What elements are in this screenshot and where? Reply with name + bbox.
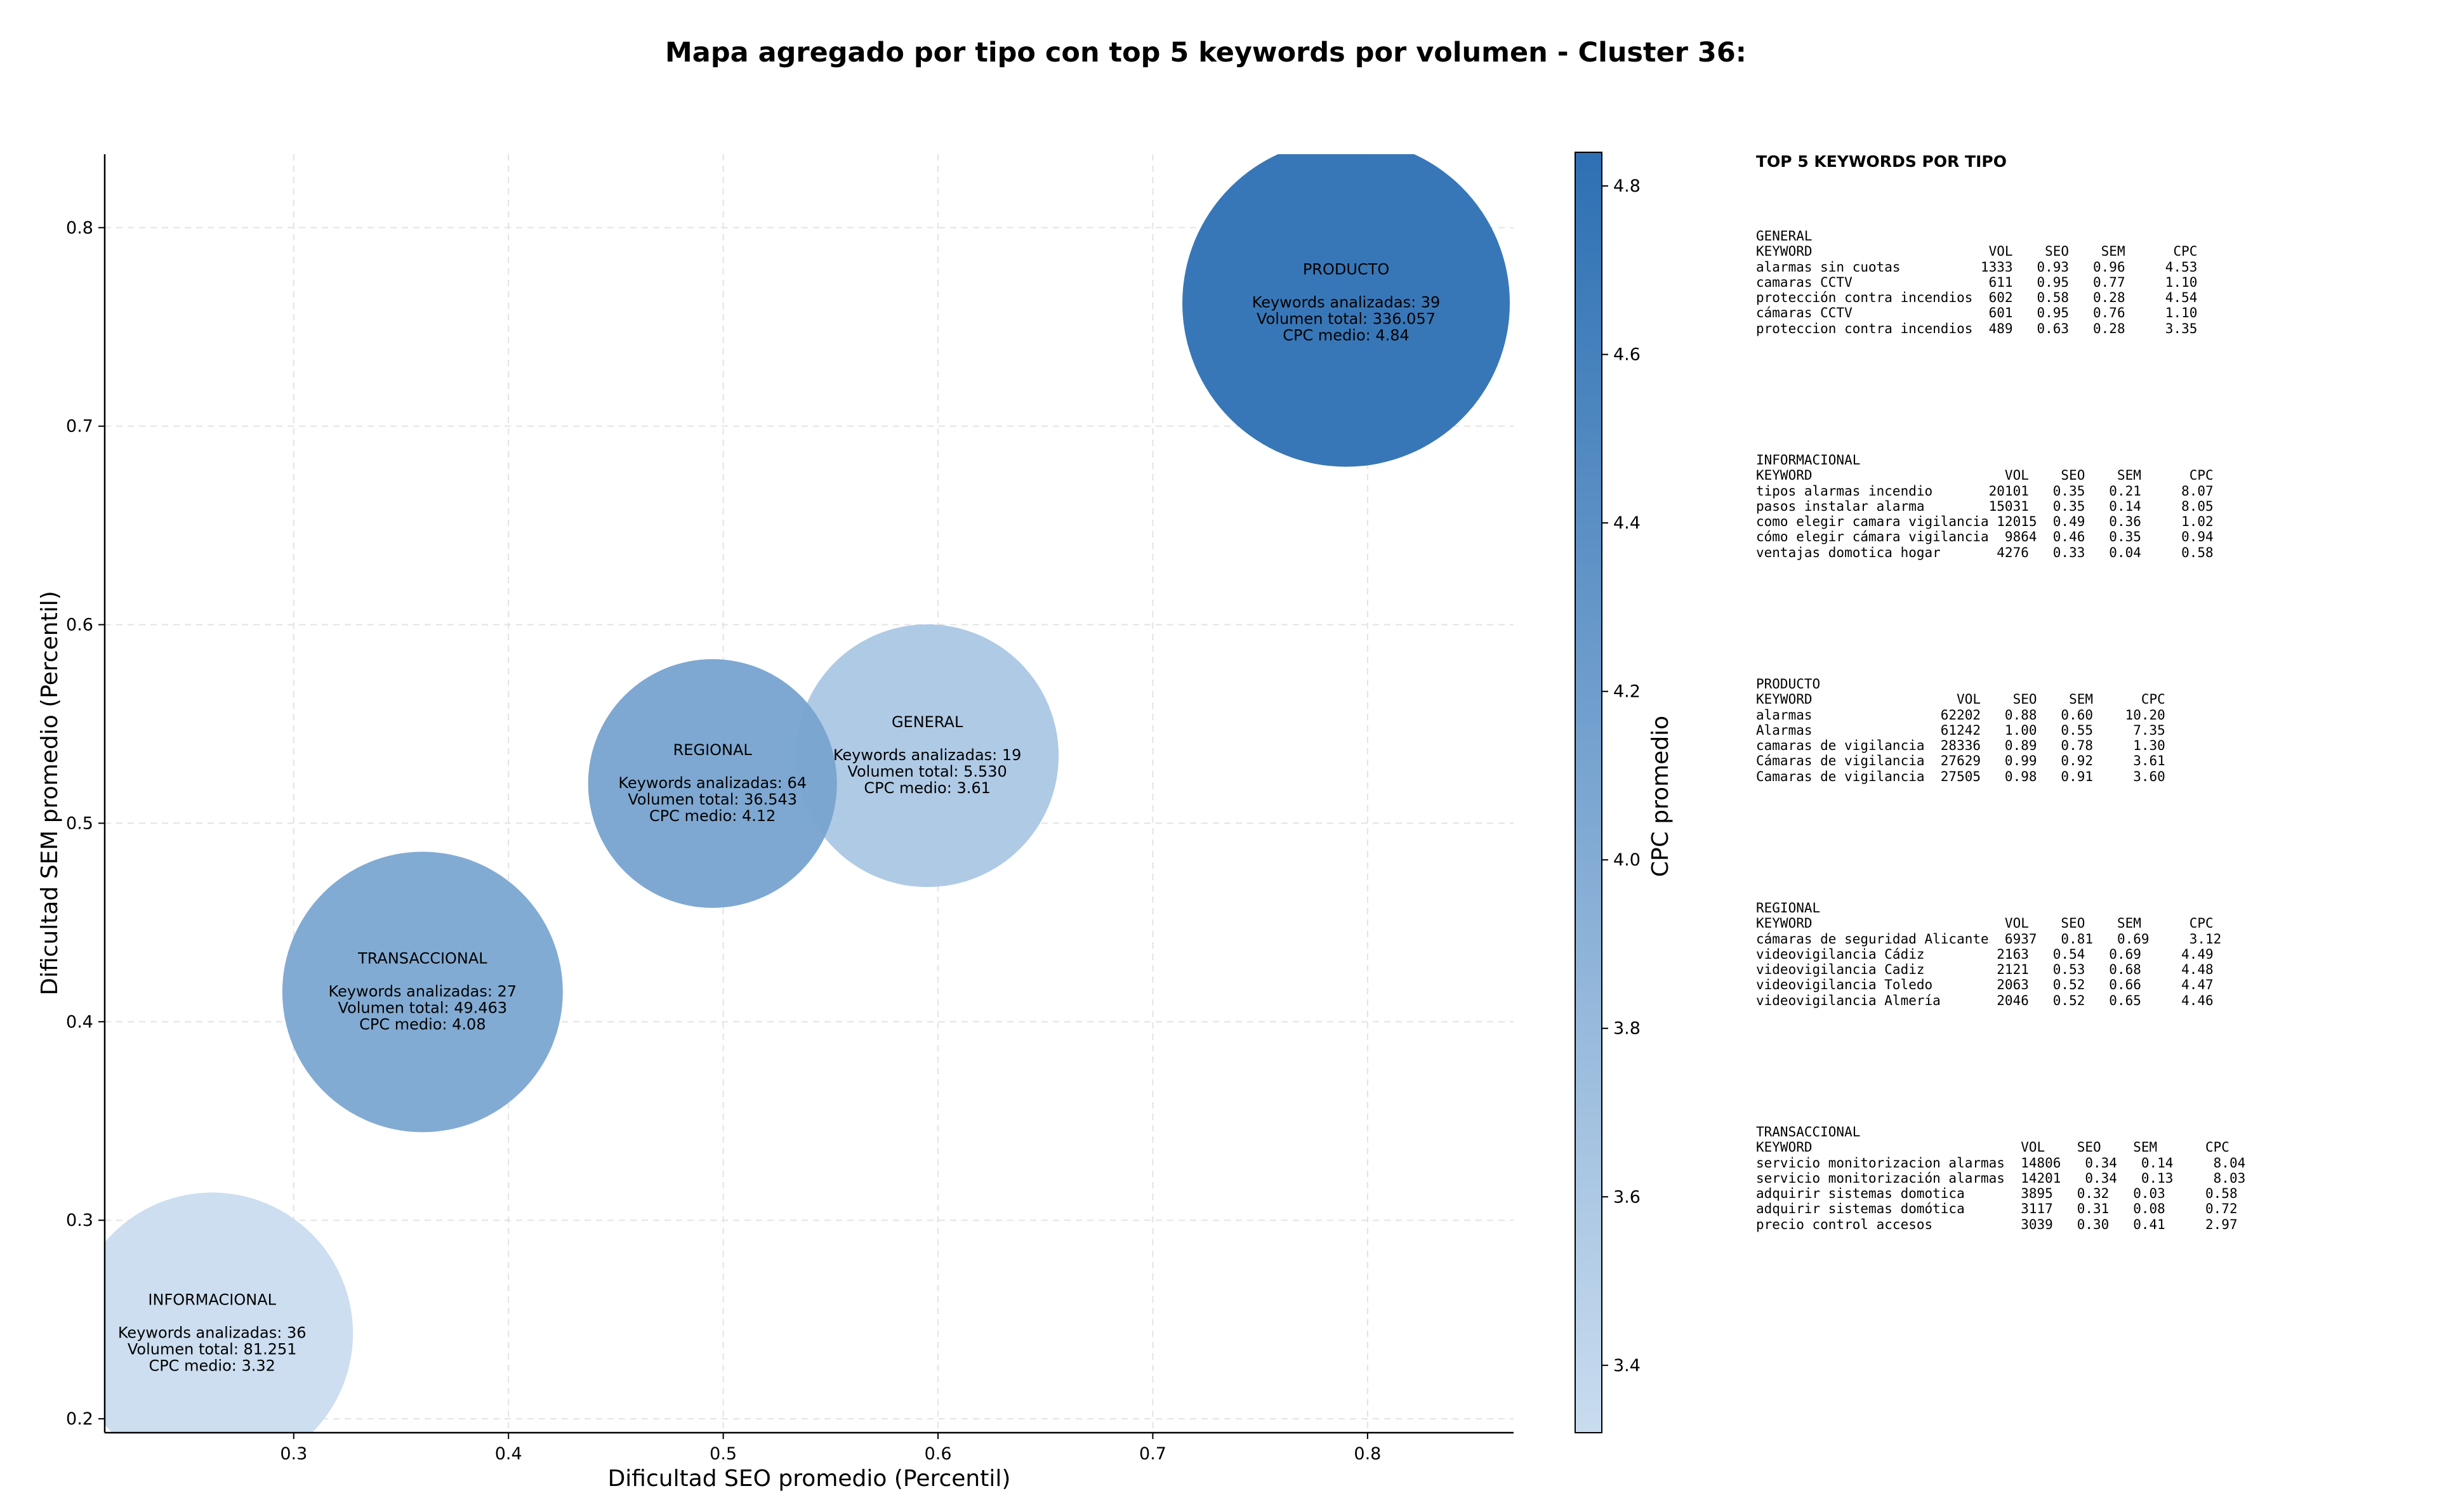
- y-tick-label-5: 0.7: [66, 417, 93, 437]
- colorbar-label: CPC promedio: [1648, 716, 1674, 877]
- keywords-block-general: GENERAL KEYWORD VOL SEO SEM CPC alarmas …: [1756, 228, 2198, 336]
- bubble-label-producto-2: Volumen total: 336.057: [1257, 310, 1436, 328]
- y-tick-label-1: 0.3: [66, 1211, 93, 1230]
- bubble-label-general-0: GENERAL: [892, 713, 963, 731]
- bubble-circle-producto: [1182, 154, 1510, 467]
- bubble-circle-regional: [588, 659, 837, 908]
- x-tick-label-1: 0.4: [495, 1444, 522, 1464]
- x-tick-label-2: 0.5: [710, 1444, 737, 1464]
- bubble-label-informacional-0: INFORMACIONAL: [148, 1291, 276, 1309]
- bubble-label-informacional-3: CPC medio: 3.32: [149, 1357, 275, 1375]
- colorbar-tick-label-1: 3.6: [1613, 1187, 1641, 1207]
- colorbar-tick-label-0: 3.4: [1613, 1356, 1641, 1376]
- chart-title: Mapa agregado por tipo con top 5 keyword…: [665, 37, 1747, 69]
- bubble-label-transaccional-3: CPC medio: 4.08: [359, 1015, 486, 1033]
- bubble-label-regional-3: CPC medio: 4.12: [649, 807, 776, 825]
- bubble-label-general-3: CPC medio: 3.61: [864, 779, 991, 797]
- bubble-label-general-2: Volumen total: 5.530: [847, 763, 1007, 780]
- colorbar-tick-label-2: 3.8: [1613, 1019, 1641, 1039]
- axes: 0.3 0.4 0.5 0.6 0.7 0.8 0.2 0.3 0.4 0.5 0.6 0.7 0.8: [66, 154, 1514, 1464]
- bubble-circle-informacional: [105, 1192, 353, 1433]
- keywords-block-informacional: INFORMACIONAL KEYWORD VOL SEO SEM CPC ti…: [1756, 452, 2214, 560]
- keywords-block-regional: REGIONAL KEYWORD VOL SEO SEM CPC cámaras…: [1756, 900, 2222, 1008]
- bubble-label-transaccional-1: Keywords analizadas: 27: [329, 982, 517, 1000]
- bubble-label-producto-0: PRODUCTO: [1303, 261, 1389, 279]
- colorbar-gradient: [1575, 152, 1602, 1433]
- bubble-label-general-1: Keywords analizadas: 19: [833, 746, 1022, 764]
- colorbar-tick-label-5: 4.4: [1613, 513, 1641, 533]
- colorbar-tick-label-4: 4.2: [1613, 682, 1641, 702]
- bubble-label-transaccional-0: TRANSACCIONAL: [357, 949, 487, 967]
- bubble-transaccional: TRANSACCIONAL Keywords analizadas: 27Volu…: [282, 851, 563, 1133]
- bubble-label-regional-2: Volumen total: 36.543: [628, 791, 797, 808]
- y-tick-label-6: 0.8: [66, 218, 93, 238]
- y-tick-label-0: 0.2: [66, 1409, 93, 1429]
- bubble-informacional: INFORMACIONAL Keywords analizadas: 36Volu…: [105, 1192, 353, 1433]
- keywords-block-transaccional: TRANSACCIONAL KEYWORD VOL SEO SEM CPC se…: [1756, 1124, 2246, 1232]
- x-tick-label-4: 0.7: [1139, 1444, 1166, 1464]
- y-axis-label: Dificultad SEM promedio (Percentil): [37, 591, 63, 996]
- bubble-circle-general: [796, 624, 1059, 888]
- bubble-label-informacional-1: Keywords analizadas: 36: [118, 1324, 307, 1342]
- keywords-table-title: TOP 5 KEYWORDS POR TIPO: [1756, 152, 2007, 171]
- x-tick-label-5: 0.8: [1354, 1444, 1381, 1464]
- bubble-label-producto-1: Keywords analizadas: 39: [1252, 294, 1441, 312]
- colorbar-tick-label-6: 4.6: [1613, 345, 1641, 365]
- y-tick-label-2: 0.4: [66, 1012, 93, 1032]
- bubble-label-regional-1: Keywords analizadas: 64: [618, 774, 807, 792]
- x-tick-label-3: 0.6: [925, 1444, 952, 1464]
- colorbar-tick-label-7: 4.8: [1613, 176, 1641, 196]
- x-tick-label-0: 0.3: [280, 1444, 307, 1464]
- bubble-label-transaccional-2: Volumen total: 49.463: [338, 999, 508, 1016]
- y-tick-label-3: 0.5: [66, 813, 93, 833]
- bubble-label-regional-0: REGIONAL: [673, 741, 753, 759]
- keywords-block-producto: PRODUCTO KEYWORD VOL SEO SEM CPC alarmas…: [1756, 676, 2165, 784]
- bubble-label-producto-3: CPC medio: 4.84: [1283, 327, 1410, 345]
- colorbar-tick-label-3: 4.0: [1613, 850, 1641, 870]
- bubble-label-informacional-2: Volumen total: 81.251: [128, 1341, 297, 1358]
- y-tick-label-4: 0.6: [66, 615, 93, 635]
- x-axis-label: Dificultad SEO promedio (Percentil): [608, 1466, 1011, 1492]
- colorbar: 3.4 3.6 3.8 4.0 4.2 4.4 4.6 4.8: [1575, 152, 1641, 1433]
- bubble-circle-transaccional: [282, 851, 563, 1133]
